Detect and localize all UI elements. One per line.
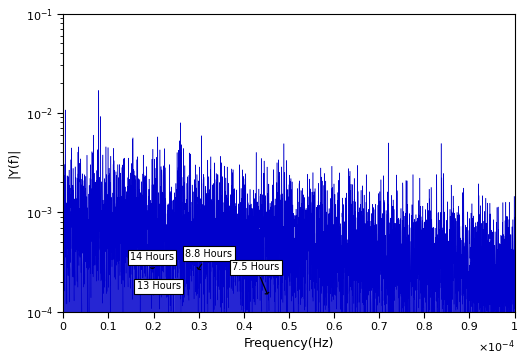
Text: 8.8 Hours: 8.8 Hours <box>185 249 232 270</box>
Text: 14 Hours: 14 Hours <box>130 252 174 269</box>
Text: 1/3 Day: 1/3 Day <box>0 359 1 360</box>
Text: 13 Hours: 13 Hours <box>137 281 181 294</box>
Text: 7.5 Hours: 7.5 Hours <box>233 262 280 294</box>
X-axis label: Frequency(Hz): Frequency(Hz) <box>244 337 334 351</box>
Text: 1/2 Day: 1/2 Day <box>0 359 1 360</box>
Y-axis label: |Y(f)|: |Y(f)| <box>7 147 20 178</box>
Text: $\times10^{-4}$: $\times10^{-4}$ <box>478 338 514 355</box>
Text: 7.3 Hours: 7.3 Hours <box>0 359 1 360</box>
